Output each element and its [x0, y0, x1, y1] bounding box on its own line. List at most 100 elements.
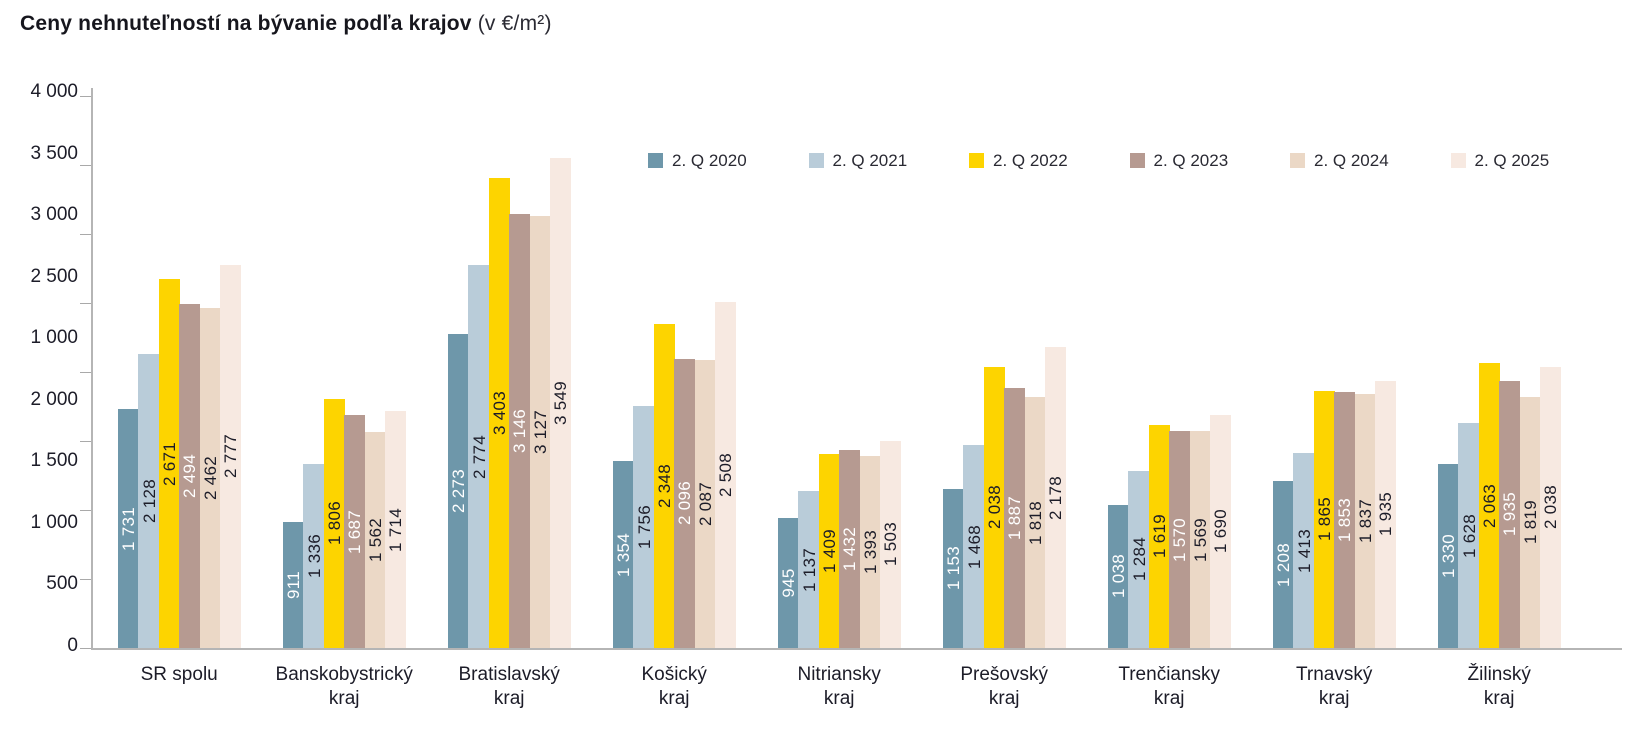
x-axis-category-label: Košický kraj: [641, 663, 706, 711]
x-axis-category-label-line: Žilinský: [1467, 664, 1531, 685]
bar: [778, 517, 799, 648]
bar: [509, 213, 531, 648]
bar: [798, 491, 820, 648]
bar: [283, 522, 304, 648]
x-axis-category-label: SR spolu: [141, 663, 218, 687]
bar: [344, 415, 366, 648]
y-axis-tick-label: 1 000: [30, 511, 78, 533]
bar: [1375, 380, 1396, 648]
bar: [488, 178, 510, 648]
bar: [1313, 390, 1335, 648]
bar: [880, 440, 901, 648]
bar-value-label: 1 818: [1025, 500, 1045, 545]
bar-value-label: 1 569: [1190, 517, 1210, 562]
bar-value-label: 1 336: [304, 533, 324, 578]
chart-title-unit: (v €/m²): [477, 12, 552, 35]
y-axis-tick-label: 4 000: [30, 81, 78, 102]
bar-value-label: 1 354: [614, 532, 634, 577]
bar-value-label: 2 063: [1480, 483, 1499, 528]
bar-value-label: 1 687: [345, 509, 365, 554]
bar: [1519, 396, 1541, 648]
bar-value-label: 1 153: [944, 546, 964, 591]
y-axis-tick: [80, 510, 91, 511]
bar: [118, 409, 139, 648]
bar: [1189, 431, 1211, 648]
bar-value-label: 2 038: [985, 485, 1004, 530]
bar-value-label: 911: [284, 571, 304, 600]
legend-item: 2. Q 2024: [1290, 151, 1389, 170]
bar: [943, 488, 964, 648]
bar-value-label: 2 087: [695, 481, 715, 527]
bar: [1354, 394, 1376, 648]
bar: [694, 359, 716, 648]
x-axis-category-label-line: SR spolu: [140, 664, 218, 685]
bar: [323, 398, 345, 648]
y-axis-tick-label: 1 000: [30, 327, 78, 348]
bar-value-label: 1 619: [1150, 514, 1169, 559]
bar: [1438, 464, 1459, 648]
legend-swatch: [648, 153, 663, 168]
bar: [1169, 431, 1191, 648]
bar: [1148, 424, 1170, 648]
bar-value-label: 1 887: [1005, 495, 1025, 540]
bar: [550, 158, 571, 648]
x-axis-category-label-line: Banskobystrický: [275, 664, 413, 685]
bar-value-label: 1 837: [1355, 499, 1375, 544]
bar-value-label: 2 348: [655, 463, 674, 509]
bar-value-label: 1 731: [119, 506, 139, 551]
x-axis-category-label: Bratislavský kraj: [459, 663, 560, 711]
bar: [1458, 423, 1480, 648]
y-axis-tick: [80, 96, 91, 97]
bar: [839, 450, 861, 648]
bar-value-label: 1 806: [325, 501, 344, 546]
bar-value-label: 1 690: [1211, 509, 1231, 554]
y-axis-line: [91, 88, 93, 650]
x-axis-category-label: Nitriansky kraj: [797, 663, 880, 711]
bar: [1004, 387, 1026, 648]
bar: [448, 334, 469, 648]
x-axis-category-label-line: Prešovský: [960, 664, 1049, 685]
y-axis-tick: [80, 165, 91, 166]
bar-value-label: 2 774: [469, 434, 489, 479]
y-axis-tick-label: 2 000: [30, 388, 78, 410]
bar: [1334, 392, 1356, 648]
bar-value-label: 2 128: [139, 479, 159, 524]
bar: [468, 265, 490, 648]
x-axis-category-label: Trenčiansky kraj: [1118, 663, 1220, 711]
bar: [364, 432, 386, 648]
bar-value-label: 3 549: [551, 381, 571, 426]
legend-label: 2. Q 2021: [832, 150, 908, 170]
bar-value-label: 1 137: [799, 547, 819, 592]
bar: [220, 264, 241, 648]
bar: [1024, 397, 1046, 648]
x-axis-category-label-line: Košický: [641, 664, 707, 685]
x-axis-category-label-line: kraj: [493, 688, 525, 709]
x-axis-category-label-line: kraj: [988, 688, 1020, 709]
legend-swatch: [1129, 153, 1145, 168]
x-axis-category-label-line: kraj: [1318, 688, 1350, 709]
bar-value-label: 1 819: [1520, 500, 1540, 545]
bar-value-label: 1 468: [964, 524, 984, 569]
x-axis-category-label-line: Trenčiansky: [1118, 664, 1221, 685]
bar: [385, 411, 406, 648]
bar: [1478, 363, 1500, 648]
bar-value-label: 3 146: [510, 408, 530, 453]
bar-value-label: 3 127: [530, 410, 550, 455]
x-axis-category-label: Žilinský kraj: [1468, 663, 1531, 711]
legend-swatch: [1290, 153, 1305, 168]
bar-value-label: 2 777: [221, 434, 241, 479]
y-axis-tick-label: 3 000: [30, 204, 78, 225]
y-axis-tick-label: 1 500: [30, 450, 78, 471]
bar-value-label: 945: [779, 568, 799, 598]
bar-value-label: 2 508: [716, 452, 736, 497]
legend-item: 2. Q 2023: [1129, 151, 1228, 170]
bar-value-label: 1 208: [1274, 542, 1294, 587]
bar: [1210, 414, 1231, 648]
bar: [138, 354, 160, 648]
bar: [983, 366, 1005, 648]
bar: [303, 463, 325, 648]
x-axis-category-label-line: kraj: [658, 688, 690, 709]
bar: [529, 216, 551, 648]
bar: [179, 303, 201, 648]
